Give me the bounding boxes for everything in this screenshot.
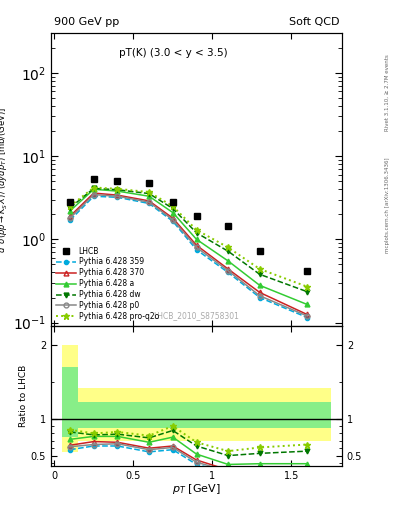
Y-axis label: Ratio to LHCB: Ratio to LHCB: [19, 365, 28, 428]
Pythia 6.428 359: [147, 200, 151, 206]
Pythia 6.428 359: [305, 314, 310, 321]
Pythia 6.428 a: [147, 193, 151, 199]
Pythia 6.428 pro-q2o: [257, 266, 262, 272]
Pythia 6.428 a: [171, 209, 175, 216]
Pythia 6.428 p0: [305, 313, 310, 319]
Pythia 6.428 p0: [147, 199, 151, 205]
Pythia 6.428 370: [171, 215, 175, 221]
Line: Pythia 6.428 dw: Pythia 6.428 dw: [68, 186, 310, 294]
Pythia 6.428 p0: [226, 268, 230, 274]
LHCB: [257, 248, 262, 254]
Pythia 6.428 p0: [257, 293, 262, 299]
Pythia 6.428 pro-q2o: [171, 203, 175, 209]
Pythia 6.428 359: [68, 217, 72, 223]
Pythia 6.428 dw: [194, 230, 199, 236]
Y-axis label: $d^2\sigma(pp{\rightarrow}K^0_S X)\,/\,(dydp_T)$ [mb/(GeV)]: $d^2\sigma(pp{\rightarrow}K^0_S X)\,/\,(…: [0, 107, 10, 253]
Pythia 6.428 dw: [68, 205, 72, 211]
LHCB: [194, 213, 199, 219]
LHCB: [115, 178, 120, 184]
Text: Rivet 3.1.10, ≥ 2.7M events: Rivet 3.1.10, ≥ 2.7M events: [385, 54, 390, 131]
Pythia 6.428 pro-q2o: [68, 203, 72, 209]
Pythia 6.428 p0: [68, 215, 72, 221]
Text: pT(K) (3.0 < y < 3.5): pT(K) (3.0 < y < 3.5): [119, 48, 228, 58]
Pythia 6.428 dw: [257, 271, 262, 278]
Pythia 6.428 359: [171, 218, 175, 224]
Pythia 6.428 a: [226, 258, 230, 264]
Line: LHCB: LHCB: [67, 176, 310, 274]
Pythia 6.428 a: [194, 236, 199, 242]
Pythia 6.428 370: [115, 192, 120, 198]
Pythia 6.428 a: [92, 186, 96, 193]
Pythia 6.428 370: [194, 242, 199, 248]
Pythia 6.428 pro-q2o: [147, 189, 151, 195]
LHCB: [171, 199, 175, 205]
Pythia 6.428 pro-q2o: [92, 184, 96, 190]
Pythia 6.428 359: [115, 194, 120, 200]
Pythia 6.428 359: [226, 269, 230, 275]
Pythia 6.428 p0: [194, 244, 199, 250]
Pythia 6.428 pro-q2o: [194, 227, 199, 233]
Pythia 6.428 dw: [92, 185, 96, 191]
Text: Soft QCD: Soft QCD: [288, 17, 339, 28]
Line: Pythia 6.428 359: Pythia 6.428 359: [68, 194, 309, 319]
Pythia 6.428 p0: [92, 191, 96, 198]
Pythia 6.428 dw: [226, 248, 230, 254]
Pythia 6.428 pro-q2o: [305, 284, 310, 290]
Text: LHCB_2010_S8758301: LHCB_2010_S8758301: [154, 311, 239, 321]
Pythia 6.428 a: [305, 302, 310, 308]
X-axis label: $p_T$ [GeV]: $p_T$ [GeV]: [172, 482, 221, 496]
Pythia 6.428 pro-q2o: [226, 244, 230, 250]
Text: mcplots.cern.ch [arXiv:1306.3436]: mcplots.cern.ch [arXiv:1306.3436]: [385, 157, 390, 252]
Pythia 6.428 359: [194, 247, 199, 253]
Line: Pythia 6.428 pro-q2o: Pythia 6.428 pro-q2o: [67, 184, 310, 290]
Pythia 6.428 a: [257, 282, 262, 288]
Line: Pythia 6.428 370: Pythia 6.428 370: [68, 190, 310, 317]
LHCB: [226, 223, 230, 229]
Pythia 6.428 370: [305, 311, 310, 317]
Pythia 6.428 370: [147, 198, 151, 204]
Pythia 6.428 dw: [305, 289, 310, 295]
Pythia 6.428 a: [115, 188, 120, 194]
Legend: LHCB, Pythia 6.428 359, Pythia 6.428 370, Pythia 6.428 a, Pythia 6.428 dw, Pythi: LHCB, Pythia 6.428 359, Pythia 6.428 370…: [55, 245, 160, 323]
Line: Pythia 6.428 a: Pythia 6.428 a: [68, 187, 310, 307]
Pythia 6.428 359: [92, 193, 96, 199]
Line: Pythia 6.428 p0: Pythia 6.428 p0: [68, 192, 310, 318]
Pythia 6.428 dw: [171, 205, 175, 211]
Pythia 6.428 p0: [115, 193, 120, 199]
LHCB: [147, 180, 151, 186]
Pythia 6.428 a: [68, 208, 72, 214]
LHCB: [92, 176, 96, 182]
Pythia 6.428 370: [92, 190, 96, 196]
Text: 900 GeV pp: 900 GeV pp: [54, 17, 119, 28]
LHCB: [68, 199, 72, 205]
Pythia 6.428 370: [226, 266, 230, 272]
Pythia 6.428 dw: [115, 187, 120, 193]
Pythia 6.428 dw: [147, 190, 151, 197]
Pythia 6.428 370: [68, 213, 72, 219]
Pythia 6.428 359: [257, 294, 262, 301]
Pythia 6.428 pro-q2o: [115, 186, 120, 192]
Pythia 6.428 370: [257, 289, 262, 295]
Pythia 6.428 p0: [171, 217, 175, 223]
LHCB: [305, 268, 310, 274]
